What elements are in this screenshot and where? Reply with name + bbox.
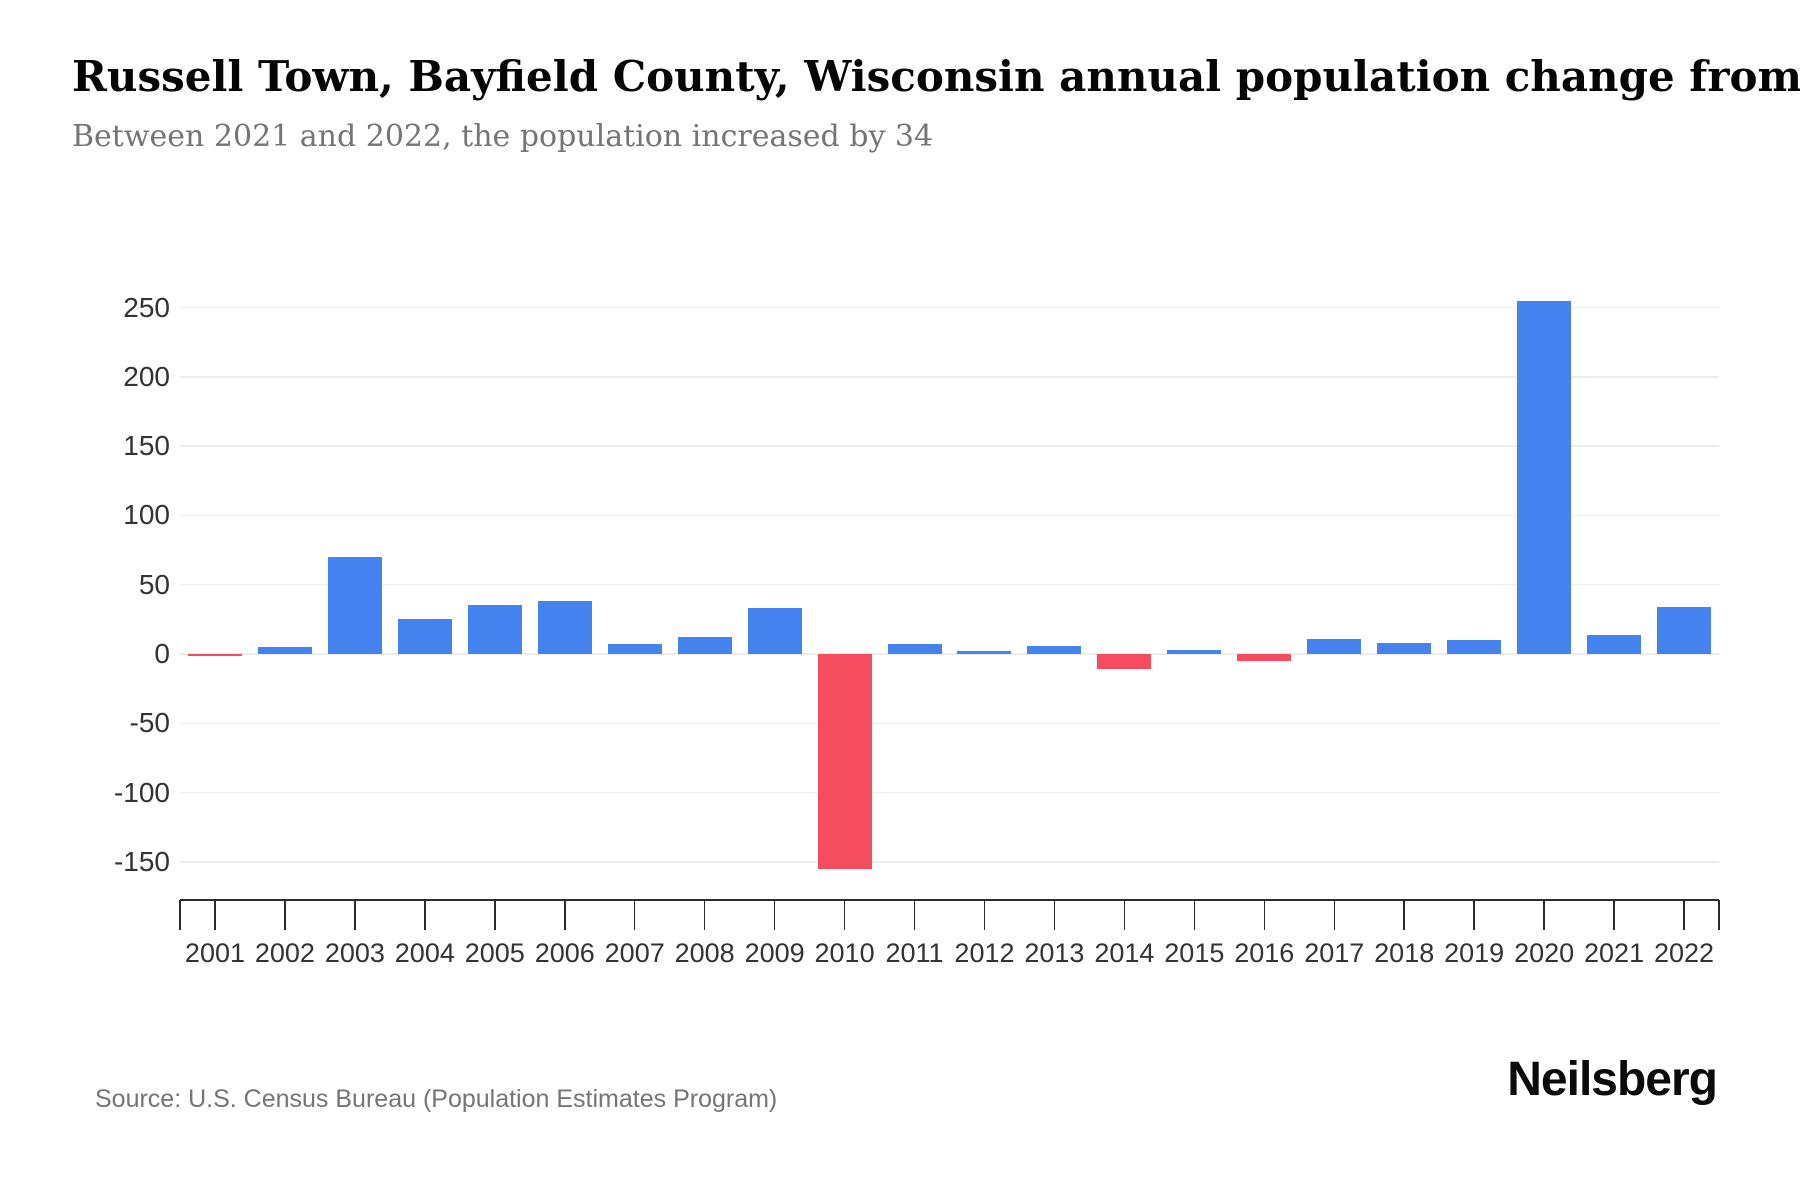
bar-2013[interactable] xyxy=(1027,645,1082,654)
gridline-200 xyxy=(180,376,1719,378)
bar-2001[interactable] xyxy=(187,654,242,656)
x-tick-2005 xyxy=(494,900,496,930)
x-axis-label-2011: 2011 xyxy=(885,938,944,968)
y-axis-label-50: 50 xyxy=(138,568,170,600)
x-axis-label-2007: 2007 xyxy=(604,938,665,968)
x-tick-2021 xyxy=(1613,900,1615,930)
x-tick-2022 xyxy=(1683,900,1685,930)
x-axis-label-2008: 2008 xyxy=(674,938,735,968)
x-tick-2009 xyxy=(773,900,776,930)
x-tick-2012 xyxy=(983,900,986,930)
gridline-neg-150 xyxy=(180,861,1719,863)
x-axis-line xyxy=(180,899,1719,901)
x-tick-2018 xyxy=(1403,900,1405,930)
source-note: Source: U.S. Census Bureau (Population E… xyxy=(95,1085,778,1113)
x-tick-2001 xyxy=(214,900,216,930)
x-axis-label-2006: 2006 xyxy=(534,938,595,968)
x-axis-label-2021: 2021 xyxy=(1584,938,1645,968)
x-axis-label-2002: 2002 xyxy=(254,938,315,968)
x-tick-2011 xyxy=(913,900,916,930)
x-axis-label-2003: 2003 xyxy=(324,938,385,968)
x-tick-2017 xyxy=(1333,900,1335,930)
x-tick-2006 xyxy=(564,900,566,930)
bar-2008[interactable] xyxy=(677,637,732,654)
x-axis-label-2015: 2015 xyxy=(1164,938,1225,968)
gridline-100 xyxy=(180,514,1719,517)
gridline-neg-100 xyxy=(180,791,1719,794)
x-tick-2010 xyxy=(843,900,846,930)
x-tick-2015 xyxy=(1193,900,1196,930)
chart-title: Russell Town, Bayfield County, Wisconsin… xyxy=(72,52,1800,101)
gridline-250 xyxy=(180,306,1719,309)
x-axis-label-2004: 2004 xyxy=(394,938,455,968)
bar-2010[interactable] xyxy=(817,654,872,869)
y-axis-label-250: 250 xyxy=(123,291,170,323)
chart-subtitle: Between 2021 and 2022, the population in… xyxy=(72,119,934,154)
bar-2002[interactable] xyxy=(257,647,312,654)
bar-2021[interactable] xyxy=(1587,634,1642,654)
x-tick-2008 xyxy=(703,900,706,930)
x-axis-label-2014: 2014 xyxy=(1094,938,1155,968)
y-axis-label-neg-150: -150 xyxy=(113,845,170,877)
x-axis-label-2013: 2013 xyxy=(1024,938,1085,968)
bar-2014[interactable] xyxy=(1097,654,1152,670)
x-tick-2013 xyxy=(1053,900,1056,930)
x-tick-2004 xyxy=(424,900,426,930)
x-axis-end-tick-right xyxy=(1718,900,1720,930)
x-axis-label-2022: 2022 xyxy=(1653,938,1715,968)
x-axis-label-2010: 2010 xyxy=(814,938,875,968)
x-axis-label-2001: 2001 xyxy=(184,938,245,968)
x-axis-end-tick-left xyxy=(179,900,181,930)
x-axis-label-2016: 2016 xyxy=(1234,938,1295,968)
bar-2018[interactable] xyxy=(1377,642,1432,654)
bar-2003[interactable] xyxy=(327,556,382,654)
gridline-0 xyxy=(180,653,1719,655)
x-axis-label-2009: 2009 xyxy=(744,938,805,968)
y-axis-label-150: 150 xyxy=(123,430,170,462)
y-axis-label-neg-100: -100 xyxy=(113,776,170,808)
y-axis-label-neg-50: -50 xyxy=(129,707,170,739)
y-axis-label-200: 200 xyxy=(123,360,170,392)
bar-2016[interactable] xyxy=(1237,654,1292,661)
y-axis-label-0: 0 xyxy=(154,638,170,669)
gridline-150 xyxy=(180,445,1719,447)
x-tick-2003 xyxy=(354,900,356,930)
x-tick-2016 xyxy=(1263,900,1266,930)
gridline-neg-50 xyxy=(180,722,1719,725)
bar-2005[interactable] xyxy=(467,605,522,654)
x-axis-label-2005: 2005 xyxy=(464,938,525,968)
gridline-50 xyxy=(180,583,1719,586)
bar-2011[interactable] xyxy=(887,644,942,654)
x-tick-2019 xyxy=(1473,900,1475,930)
x-tick-2002 xyxy=(284,900,286,930)
x-tick-2014 xyxy=(1123,900,1126,930)
x-tick-2007 xyxy=(633,900,636,930)
bar-2022[interactable] xyxy=(1657,606,1712,654)
bar-2007[interactable] xyxy=(607,644,662,654)
x-axis-label-2019: 2019 xyxy=(1444,938,1505,968)
bar-2012[interactable] xyxy=(957,651,1012,654)
x-tick-2020 xyxy=(1543,900,1545,930)
bar-2019[interactable] xyxy=(1447,640,1502,654)
y-axis-label-100: 100 xyxy=(123,499,170,531)
bar-2015[interactable] xyxy=(1167,649,1222,654)
bar-2006[interactable] xyxy=(537,601,592,654)
bar-2017[interactable] xyxy=(1307,638,1362,654)
x-axis-label-2017: 2017 xyxy=(1304,938,1365,968)
brand-logo-neilsberg: Neilsberg xyxy=(1507,1053,1718,1106)
x-axis-label-2018: 2018 xyxy=(1374,938,1435,968)
bar-2009[interactable] xyxy=(747,608,802,654)
bar-2020[interactable] xyxy=(1517,300,1572,654)
x-axis-label-2020: 2020 xyxy=(1514,938,1575,968)
bar-2004[interactable] xyxy=(397,619,452,654)
x-axis-label-2012: 2012 xyxy=(954,938,1015,968)
